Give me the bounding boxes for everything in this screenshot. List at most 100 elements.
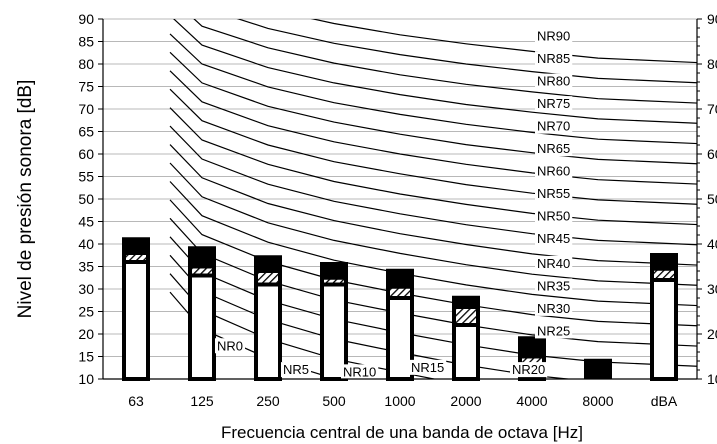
y-right-tick-label: 90 xyxy=(707,11,717,27)
y-axis-right-ticks: 10 20 30 40 50 60 70 80 90 xyxy=(697,11,717,387)
y-tick-label: 55 xyxy=(78,169,94,185)
bar-500 xyxy=(320,262,348,381)
nr-curve xyxy=(169,144,697,266)
y-tick-label: 25 xyxy=(78,304,94,320)
x-tick-label: 63 xyxy=(128,393,144,409)
nr-curve xyxy=(236,19,697,84)
y-right-tick-label: 40 xyxy=(707,236,717,252)
nr-curve xyxy=(169,33,697,145)
nr-label-nr90: NR90 xyxy=(537,29,570,44)
y-tick-label: 85 xyxy=(78,34,94,50)
y-right-tick-label: 50 xyxy=(707,191,717,207)
nr-label-nr35: NR35 xyxy=(537,278,570,293)
x-tick-label: 2000 xyxy=(450,393,481,409)
nr-label-nr15: NR15 xyxy=(411,360,444,375)
y-tick-label: 30 xyxy=(78,281,94,297)
nr-curve xyxy=(169,199,697,327)
x-axis-title: Frecuencia central de una banda de octav… xyxy=(221,423,583,442)
y-axis-title: Nivel de presión sonora [dB] xyxy=(15,80,36,319)
bar-white-segment xyxy=(452,323,480,381)
y-tick-label: 50 xyxy=(78,191,94,207)
y-right-tick-label: 60 xyxy=(707,146,717,162)
nr-label-nr60: NR60 xyxy=(537,164,570,179)
bar-hatched-segment xyxy=(122,251,150,264)
nr-label-nr40: NR40 xyxy=(537,256,570,271)
bar-250 xyxy=(254,255,282,381)
x-tick-label: dBA xyxy=(651,393,678,409)
y-right-tick-label: 20 xyxy=(707,326,717,342)
nr-curve xyxy=(310,19,697,64)
y-right-tick-label: 80 xyxy=(707,56,717,72)
bars xyxy=(122,237,678,381)
nr-curve xyxy=(169,51,697,165)
x-tick-label: 8000 xyxy=(582,393,613,409)
y-tick-label: 90 xyxy=(78,11,94,27)
nr-label-nr85: NR85 xyxy=(537,51,570,66)
bar-125 xyxy=(188,246,216,381)
bar-white-segment xyxy=(122,260,150,381)
bar-1000 xyxy=(386,268,414,381)
nr-label-nr50: NR50 xyxy=(537,209,570,224)
x-tick-label: 500 xyxy=(322,393,346,409)
x-axis-ticks: 63 125 250 500 1000 2000 4000 8000 dBA xyxy=(128,393,678,409)
nr-label-nr65: NR65 xyxy=(537,141,570,156)
bar-hatched-segment xyxy=(386,284,414,300)
bar-black-segment xyxy=(122,237,150,253)
bar-black-segment xyxy=(452,295,480,307)
bar-hatched-segment xyxy=(452,305,480,327)
nr-curve xyxy=(169,88,697,205)
bar-hatched-segment xyxy=(320,275,348,287)
y-tick-label: 65 xyxy=(78,124,94,140)
bar-hatched-segment xyxy=(254,269,282,287)
nr-label-nr55: NR55 xyxy=(537,186,570,201)
bar-dBA xyxy=(650,253,678,381)
nr-curve xyxy=(169,236,697,367)
nr-label-nr20: NR20 xyxy=(512,362,545,377)
y-tick-label: 75 xyxy=(78,79,94,95)
nr-label-nr70: NR70 xyxy=(537,119,570,134)
nr-curve xyxy=(169,107,697,226)
bar-black-segment xyxy=(518,336,546,357)
y-tick-label: 45 xyxy=(78,214,94,230)
bar-63 xyxy=(122,237,150,381)
nr-label-nr25: NR25 xyxy=(537,323,570,338)
nr-curve xyxy=(169,125,697,246)
y-tick-label: 40 xyxy=(78,236,94,252)
bar-8000 xyxy=(584,358,612,379)
y-tick-label: 70 xyxy=(78,101,94,117)
bar-black-segment xyxy=(320,262,348,278)
bar-hatched-segment xyxy=(188,264,216,278)
bar-black-segment xyxy=(188,246,216,267)
nr-label-nr0: NR0 xyxy=(217,338,243,353)
y-tick-label: 60 xyxy=(78,146,94,162)
nr-label-nr30: NR30 xyxy=(537,301,570,316)
x-tick-label: 125 xyxy=(190,393,214,409)
nr-label-nr10: NR10 xyxy=(343,364,376,379)
nr-label-nr5: NR5 xyxy=(283,362,309,377)
nr-label-nr80: NR80 xyxy=(537,74,570,89)
nr-curve-labels: NR90 NR85 NR80 NR75 NR70 NR65 NR60 NR55 NR50 NR45… xyxy=(215,28,573,380)
nr-label-nr45: NR45 xyxy=(537,231,570,246)
bar-2000 xyxy=(452,295,480,381)
x-tick-label: 250 xyxy=(256,393,280,409)
bar-black-segment xyxy=(386,268,414,287)
y-right-tick-label: 70 xyxy=(707,101,717,117)
y-tick-label: 80 xyxy=(78,56,94,72)
x-tick-label: 4000 xyxy=(516,393,547,409)
bar-black-segment xyxy=(254,255,282,271)
y-right-tick-label: 10 xyxy=(707,371,717,387)
bar-white-segment xyxy=(650,278,678,381)
nr-curve xyxy=(169,70,697,185)
y-right-tick-label: 30 xyxy=(707,281,717,297)
bar-black-segment xyxy=(650,253,678,269)
bar-white-segment xyxy=(188,273,216,381)
y-tick-label: 15 xyxy=(78,349,94,365)
y-tick-label: 35 xyxy=(78,259,94,275)
nr-label-nr75: NR75 xyxy=(537,96,570,111)
nr-curve xyxy=(193,19,697,104)
y-axis-left-ticks: 10 15 20 25 30 35 40 45 50 55 60 65 70 75 80 85 90 xyxy=(78,11,103,387)
bar-white-segment xyxy=(254,282,282,381)
nr-curve xyxy=(169,162,697,286)
y-tick-label: 20 xyxy=(78,326,94,342)
